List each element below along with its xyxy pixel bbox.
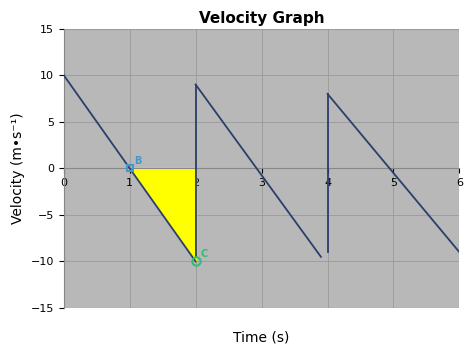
Text: C: C (200, 249, 208, 259)
Title: Velocity Graph: Velocity Graph (199, 11, 324, 26)
Bar (64, 29, 459, 308)
Polygon shape (130, 168, 196, 262)
X-axis label: Time (s): Time (s) (233, 331, 290, 344)
Y-axis label: Velocity (m•s⁻¹): Velocity (m•s⁻¹) (11, 113, 25, 224)
Text: B: B (134, 156, 142, 166)
